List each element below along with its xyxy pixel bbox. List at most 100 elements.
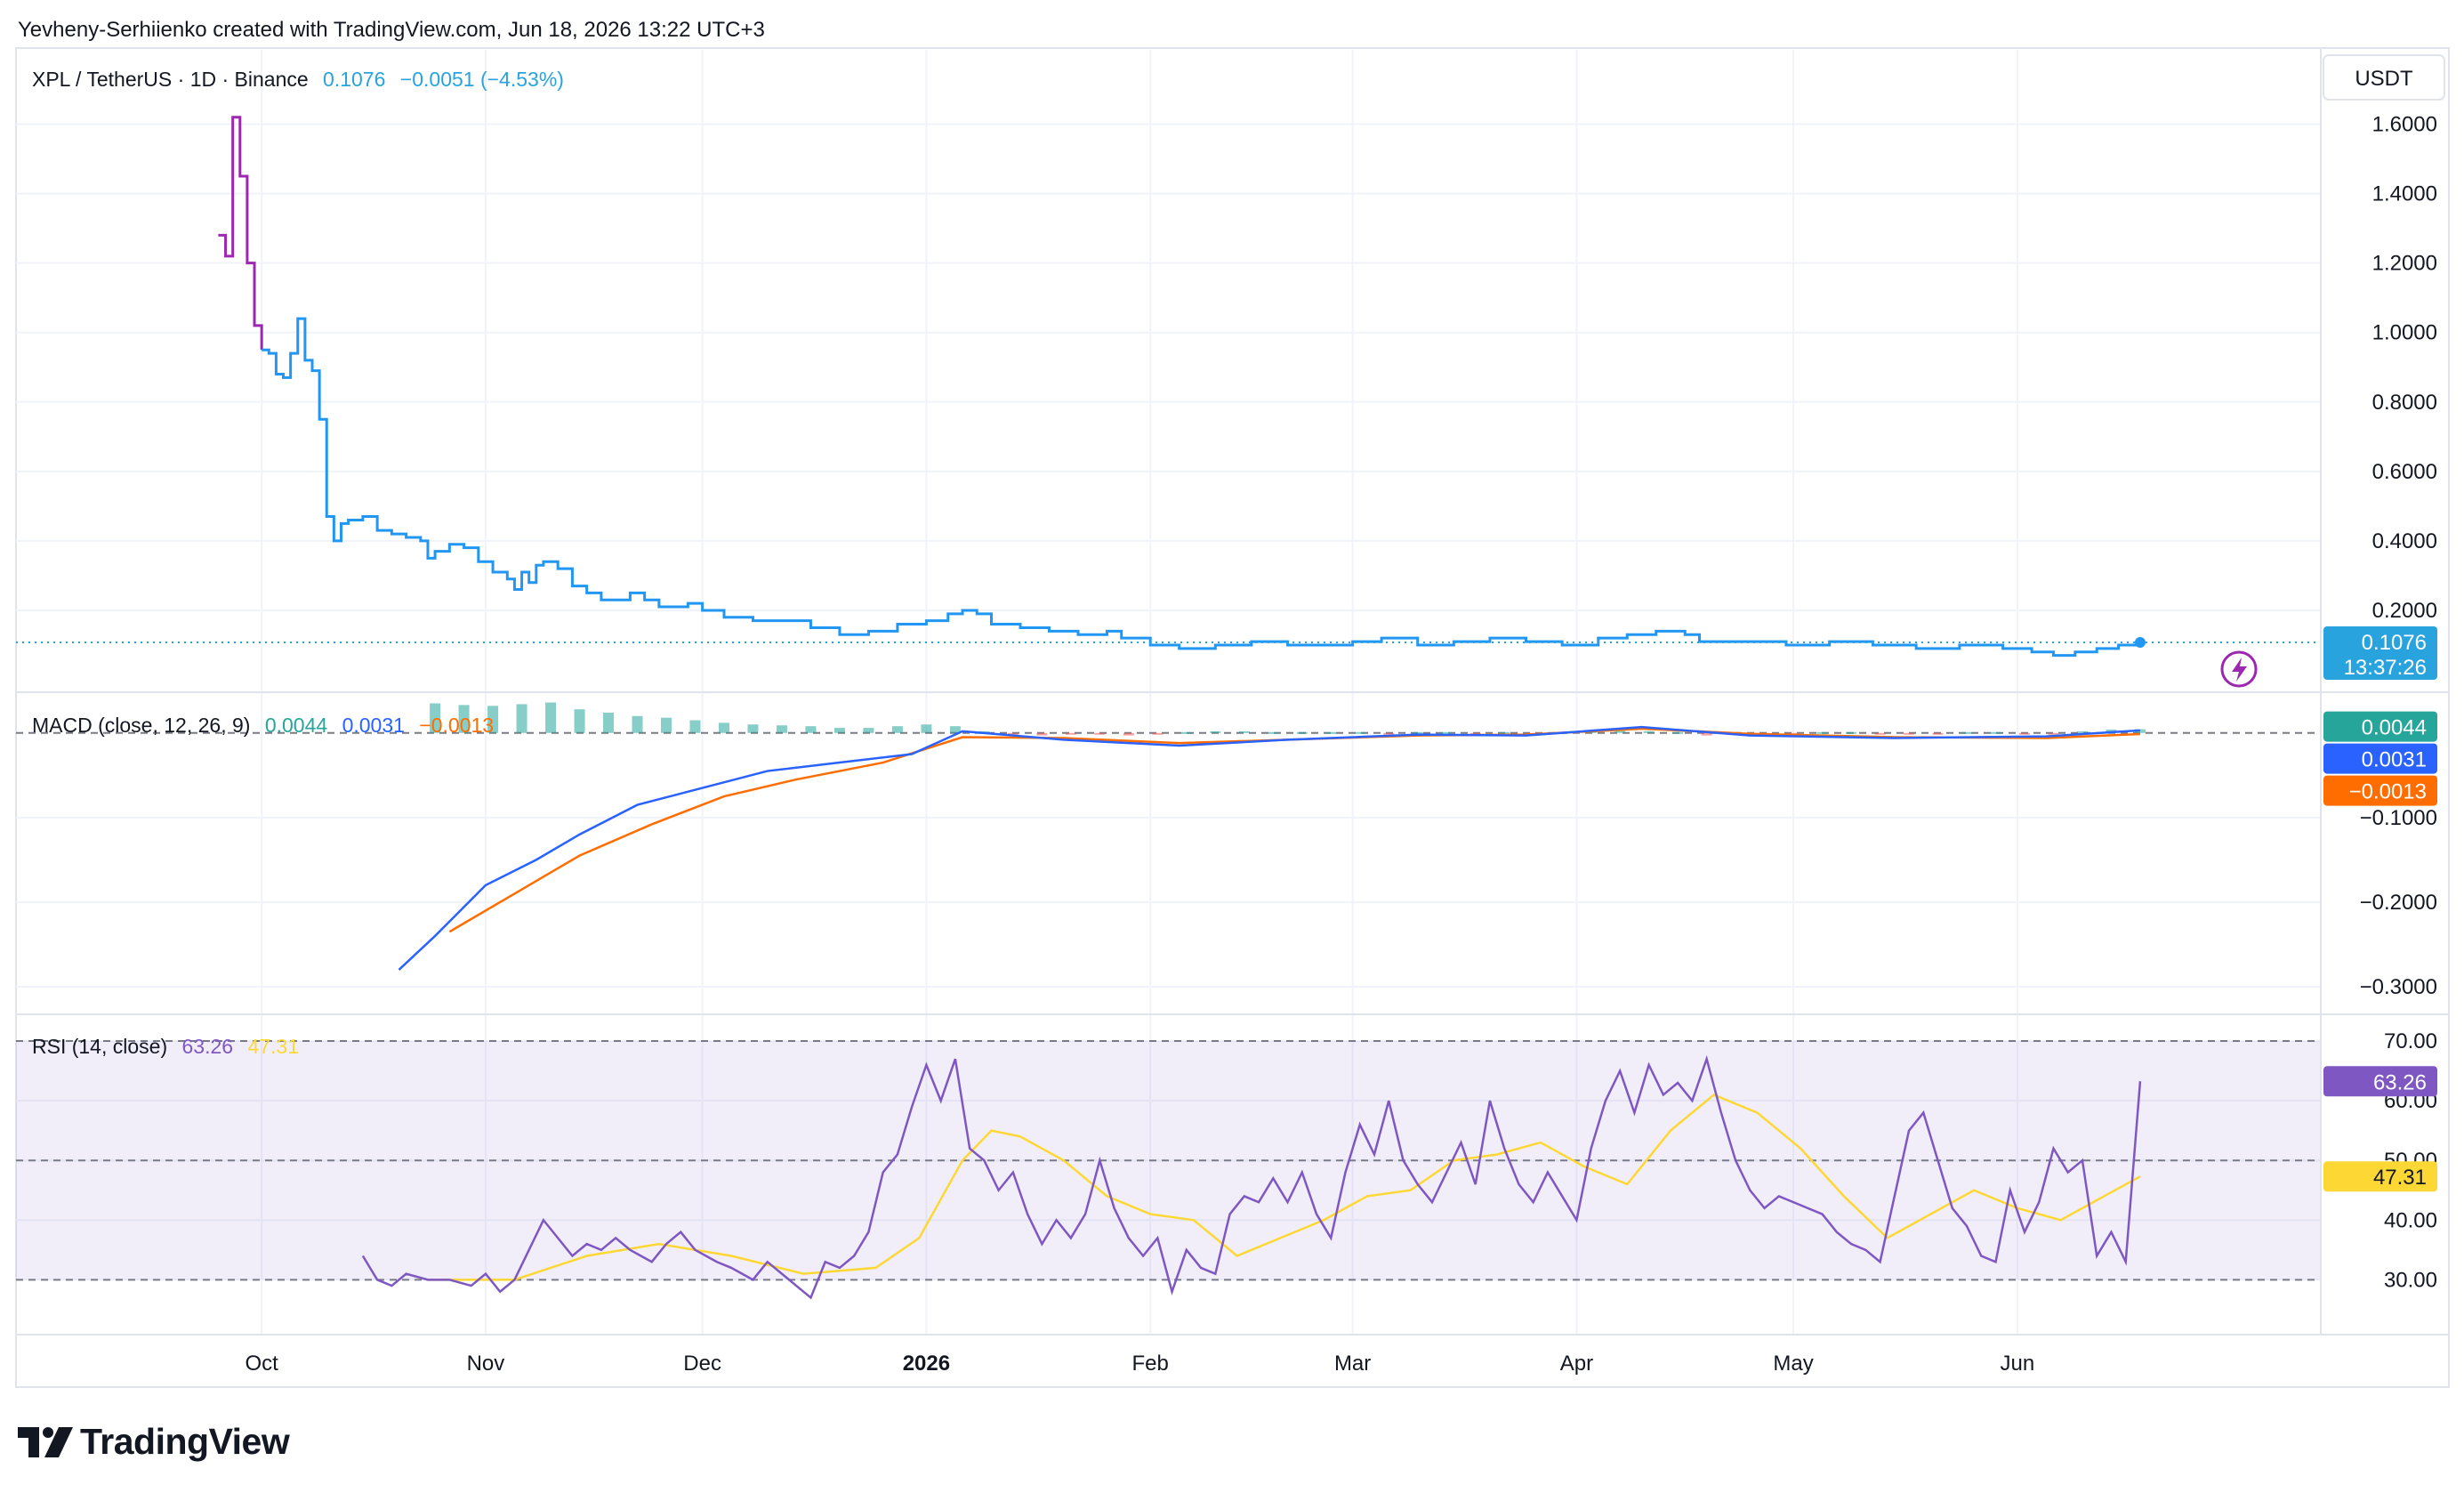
- price-tick-label: 0.2000: [2372, 599, 2437, 623]
- macd-histogram-bar: [1701, 732, 1712, 736]
- last-price-dot: [2134, 637, 2146, 649]
- chart-frame: [15, 47, 2450, 1388]
- macd-histogram-bar: [458, 705, 470, 733]
- macd-legend[interactable]: MACD (close, 12, 26, 9) 0.0044 0.0031 −0…: [32, 714, 494, 738]
- macd-histogram-bar: [430, 703, 441, 733]
- macd-histogram-bar: [1990, 731, 2001, 734]
- symbol-legend[interactable]: XPL / TetherUS · 1D · Binance 0.1076 −0.…: [32, 68, 564, 92]
- macd-signal-line: [448, 727, 2140, 933]
- macd-histogram-bar: [516, 704, 527, 733]
- macd-signal-badge-bg: [2323, 775, 2437, 806]
- macd-histogram-bar: [1123, 732, 1134, 736]
- rsi-ma-badge-text: 47.31: [2373, 1166, 2427, 1190]
- time-tick-label: 2026: [903, 1352, 950, 1376]
- macd-histogram-bar: [1961, 731, 1973, 734]
- macd-histogram-bar: [921, 724, 932, 733]
- macd-histogram-bar: [2018, 732, 2030, 735]
- macd-histogram-bar: [1383, 732, 1395, 735]
- macd-signal-value: −0.0013: [419, 714, 495, 737]
- rsi-ma-value: 47.31: [247, 1035, 300, 1058]
- macd-histogram-bar: [805, 726, 817, 733]
- rsi-tick-label: 40.00: [2384, 1208, 2437, 1232]
- macd-histogram-bar: [1094, 732, 1106, 735]
- price-line: [262, 317, 2142, 658]
- macd-histogram-bar: [891, 726, 903, 733]
- tradingview-logo-icon: [18, 1426, 73, 1457]
- rsi-value: 63.26: [181, 1035, 234, 1058]
- rsi-background: [16, 1040, 2321, 1281]
- macd-histogram-bar: [487, 706, 499, 733]
- axes: 1.6000 1.4000 1.2000 1.0000 0.8000 0.6000 0.40…: [2360, 113, 2437, 1293]
- price-line-early: [218, 116, 263, 351]
- price-badge-text: 0.1076: [2362, 631, 2427, 655]
- macd-histogram-bar: [1210, 730, 1221, 733]
- price-tick-label: 1.2000: [2372, 252, 2437, 276]
- price-badge-bg: [2323, 626, 2437, 681]
- macd-histogram-bar: [1152, 732, 1164, 735]
- rsi-ma-line: [427, 1093, 2141, 1281]
- macd-histogram-bar: [776, 725, 787, 733]
- macd-histogram-bar: [1643, 730, 1655, 733]
- macd-tick-label: −0.1000: [2360, 806, 2437, 830]
- rsi-value-badge-bg: [2323, 1066, 2437, 1097]
- macd-line-badge-bg: [2323, 743, 2437, 774]
- macd-histogram-bar: [603, 712, 615, 733]
- macd-histogram-bar: [2048, 732, 2059, 735]
- time-tick-label: Oct: [245, 1352, 278, 1376]
- time-axis: Oct Nov Dec 2026 Feb Mar Apr May Jun: [245, 1352, 2034, 1376]
- macd-histogram-bar: [863, 728, 874, 733]
- price-tick-label: 1.4000: [2372, 182, 2437, 206]
- macd-line-value: 0.0031: [342, 714, 405, 737]
- price-tick-label: 1.6000: [2372, 113, 2437, 137]
- macd-histogram-bar: [632, 715, 643, 733]
- price-badge-text: 13:37:26: [2344, 656, 2427, 680]
- macd-histogram-bar: [1499, 731, 1510, 734]
- macd-histogram-bar: [574, 709, 585, 733]
- macd-histogram-bar: [1354, 731, 1365, 734]
- macd-histogram-bar: [1065, 732, 1076, 735]
- macd-histogram-bar: [1874, 732, 1886, 735]
- macd-tick-label: −0.3000: [2360, 975, 2437, 999]
- macd-histogram-bar: [1036, 732, 1048, 736]
- price-tick-label: 1.0000: [2372, 321, 2437, 345]
- macd-histogram-bar: [1007, 732, 1019, 735]
- macd-histogram-bar: [689, 720, 701, 733]
- rsi-panel[interactable]: [361, 1054, 2142, 1300]
- macd-panel[interactable]: [16, 702, 2321, 971]
- macd-histogram-bar: [1816, 731, 1828, 734]
- macd-histogram-bar: [1932, 732, 1944, 735]
- symbol-title[interactable]: XPL / TetherUS · 1D · Binance: [32, 68, 309, 91]
- price-panel[interactable]: [16, 116, 2321, 658]
- time-tick-label: Nov: [467, 1352, 505, 1376]
- price-tick-label: 0.8000: [2372, 391, 2437, 415]
- macd-histogram-bar: [747, 724, 759, 733]
- time-tick-label: Mar: [1334, 1352, 1371, 1376]
- price-tick-label: 0.6000: [2372, 460, 2437, 484]
- macd-histogram-bar: [2076, 730, 2088, 733]
- last-price: 0.1076: [323, 68, 386, 91]
- macd-histogram-bar: [661, 717, 672, 733]
- macd-histogram-bar: [718, 722, 729, 733]
- currency-label[interactable]: USDT: [2355, 67, 2413, 91]
- macd-title[interactable]: MACD (close, 12, 26, 9): [32, 714, 251, 737]
- macd-hist-badge-bg: [2323, 711, 2437, 742]
- macd-histogram-bar: [949, 726, 961, 733]
- time-tick-label: May: [1773, 1352, 1813, 1376]
- time-tick-label: Dec: [683, 1352, 721, 1376]
- macd-hist-badge-text: 0.0044: [2362, 716, 2427, 740]
- macd-histogram-bar: [1412, 731, 1423, 734]
- lightning-icon[interactable]: [2220, 650, 2258, 688]
- macd-histogram-bar: [1268, 731, 1279, 734]
- price-change: −0.0051 (−4.53%): [399, 68, 564, 91]
- rsi-ma-badge-bg: [2323, 1161, 2437, 1192]
- macd-histogram-bar: [1470, 732, 1481, 735]
- rsi-tick-label: 70.00: [2384, 1029, 2437, 1053]
- rsi-legend[interactable]: RSI (14, close) 63.26 47.31: [32, 1035, 299, 1059]
- tradingview-logo[interactable]: TradingView: [18, 1421, 290, 1463]
- currency-box[interactable]: [2323, 54, 2445, 101]
- macd-hist-value: 0.0044: [264, 714, 328, 737]
- macd-histogram-bar: [833, 728, 845, 733]
- rsi-title[interactable]: RSI (14, close): [32, 1035, 168, 1058]
- macd-histogram-bar: [545, 702, 557, 733]
